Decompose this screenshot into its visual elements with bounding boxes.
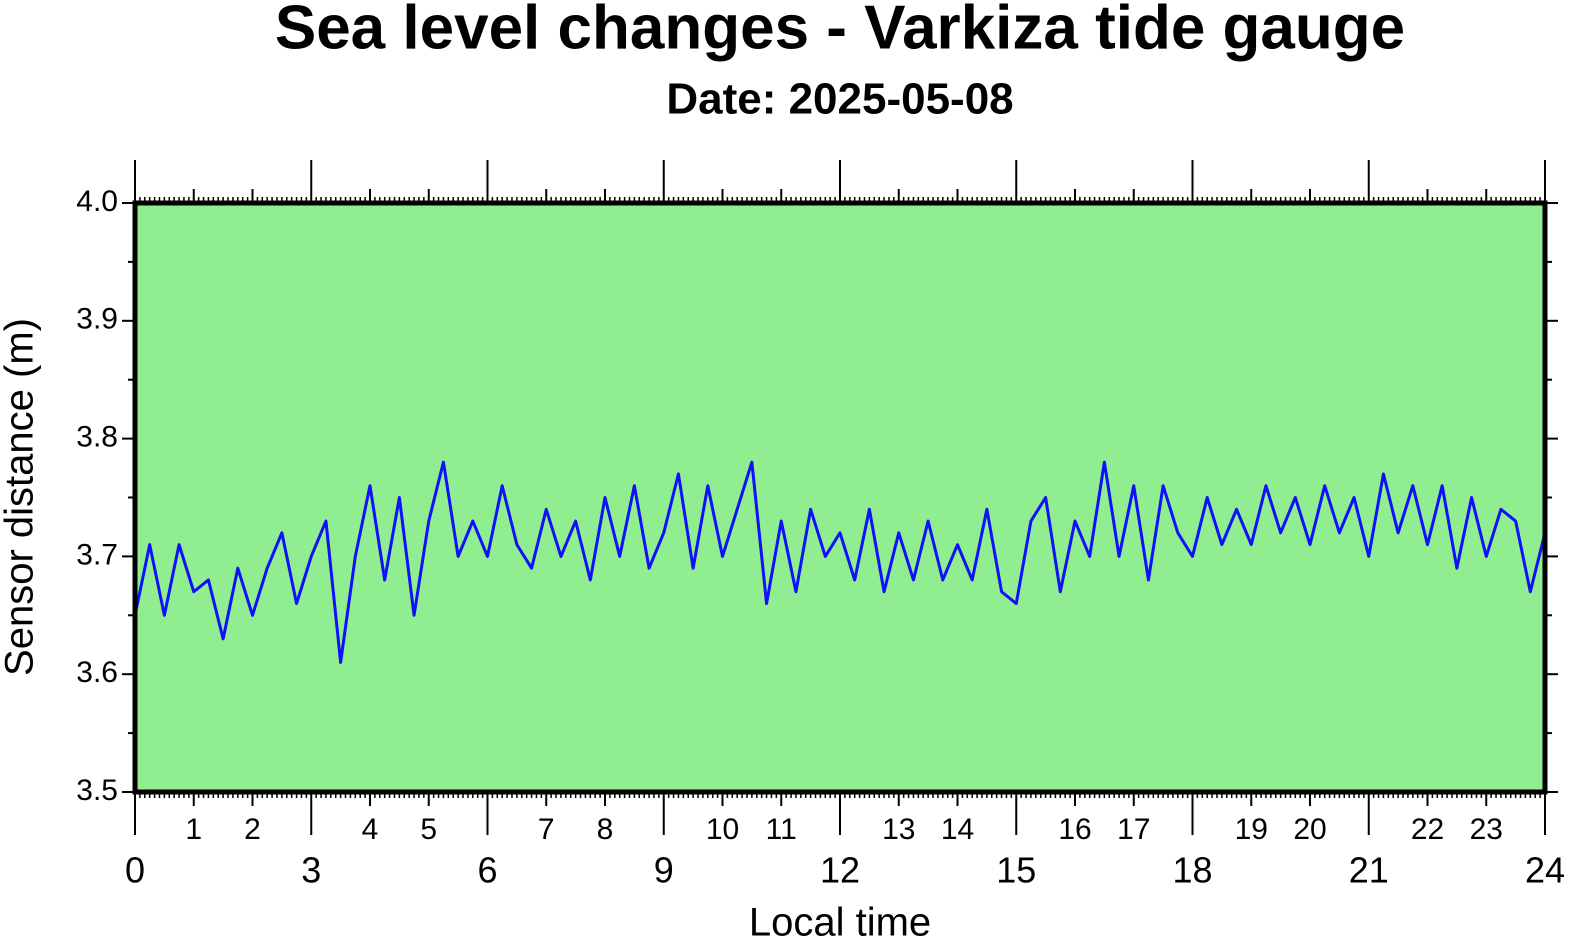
x-tick-label: 3 xyxy=(301,850,321,891)
x-tick-label: 21 xyxy=(1349,850,1389,891)
y-tick-label: 3.5 xyxy=(76,774,118,807)
x-tick-label: 15 xyxy=(996,850,1036,891)
x-minor-tick-label: 8 xyxy=(597,813,614,846)
plot-frame xyxy=(132,200,1548,795)
x-tick-label: 0 xyxy=(125,850,145,891)
x-minor-tick-label: 22 xyxy=(1411,813,1444,846)
x-minor-tick-label: 7 xyxy=(538,813,555,846)
y-tick-label: 4.0 xyxy=(76,185,118,218)
y-tick-label: 3.9 xyxy=(76,303,118,336)
x-minor-tick-label: 1 xyxy=(185,813,202,846)
x-minor-tick-label: 17 xyxy=(1117,813,1150,846)
x-tick-label: 18 xyxy=(1172,850,1212,891)
x-minor-tick-label: 5 xyxy=(420,813,437,846)
x-axis-label: Local time xyxy=(749,901,931,945)
x-minor-tick-label: 23 xyxy=(1470,813,1503,846)
x-minor-tick-label: 2 xyxy=(244,813,261,846)
y-tick-label: 3.8 xyxy=(76,421,118,454)
x-tick-label: 9 xyxy=(654,850,674,891)
x-tick-label: 12 xyxy=(820,850,860,891)
x-minor-tick-label: 20 xyxy=(1293,813,1326,846)
x-minor-tick-label: 14 xyxy=(941,813,974,846)
x-minor-tick-label: 13 xyxy=(882,813,915,846)
x-minor-tick-label: 11 xyxy=(766,813,797,846)
x-minor-tick-label: 16 xyxy=(1058,813,1091,846)
x-minor-tick-label: 4 xyxy=(362,813,379,846)
chart-subtitle: Date: 2025-05-08 xyxy=(666,75,1013,124)
x-tick-label: 24 xyxy=(1525,850,1565,891)
y-tick-label: 3.6 xyxy=(76,656,118,689)
y-tick-label: 3.7 xyxy=(76,538,118,571)
data-line xyxy=(133,460,1547,664)
y-axis-label: Sensor distance (m) xyxy=(0,318,42,676)
chart-title: Sea level changes - Varkiza tide gauge xyxy=(275,0,1405,62)
x-tick-label: 6 xyxy=(477,850,497,891)
x-minor-tick-label: 19 xyxy=(1235,813,1268,846)
x-minor-tick-label: 10 xyxy=(706,813,739,846)
plot-background xyxy=(135,203,1545,792)
